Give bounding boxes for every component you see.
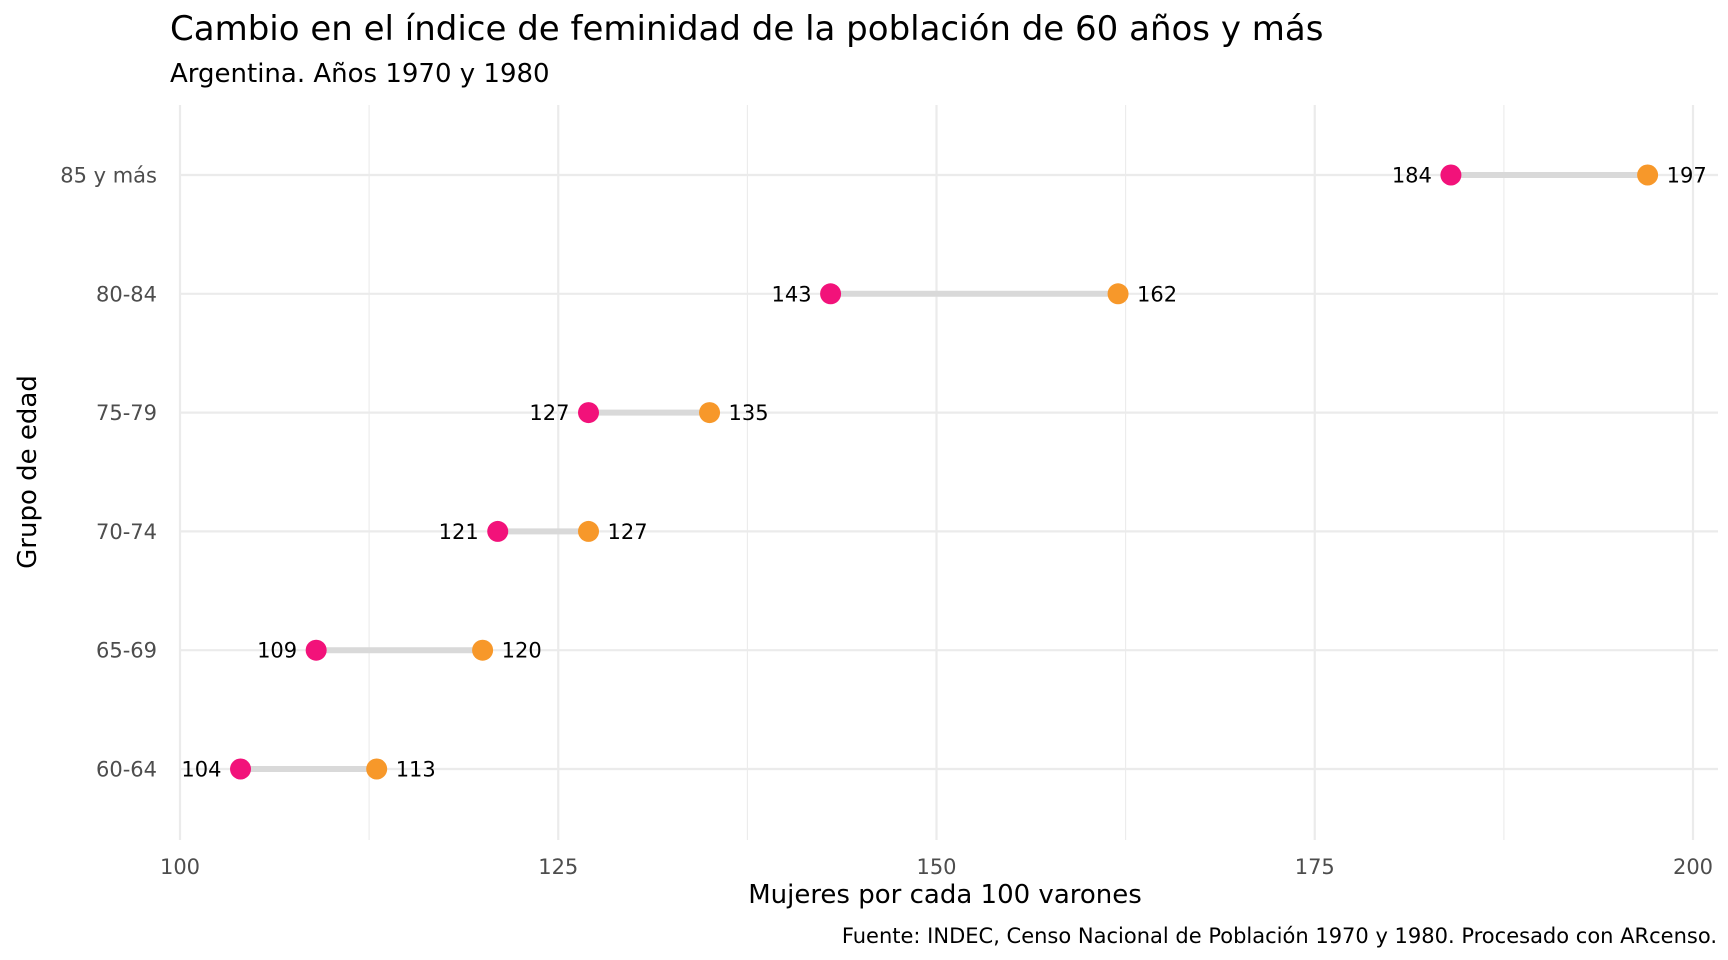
data-label-1970: 184 bbox=[1392, 164, 1432, 188]
y-axis-ticks: 60-64 65-69 70-74 75-79 80-84 85 y más bbox=[60, 164, 157, 782]
data-label-1970: 104 bbox=[181, 758, 221, 782]
chart-caption: Fuente: INDEC, Censo Nacional de Poblaci… bbox=[842, 924, 1717, 948]
point-1980 bbox=[366, 758, 388, 780]
dumbbell-segments bbox=[240, 172, 1648, 772]
data-label-1980: 197 bbox=[1667, 164, 1707, 188]
x-tick-label: 175 bbox=[1295, 855, 1335, 879]
point-1970 bbox=[305, 639, 327, 661]
point-1980 bbox=[578, 520, 600, 542]
chart-title: Cambio en el índice de feminidad de la p… bbox=[170, 9, 1323, 49]
data-label-1980: 162 bbox=[1137, 282, 1177, 306]
grid-lines bbox=[178, 105, 1718, 840]
point-1970 bbox=[820, 283, 842, 305]
point-1980 bbox=[472, 639, 494, 661]
data-label-1970: 121 bbox=[439, 520, 479, 544]
data-label-1970: 109 bbox=[257, 639, 297, 663]
data-label-1980: 120 bbox=[502, 639, 542, 663]
y-tick-label: 65-69 bbox=[96, 639, 157, 663]
chart-subtitle: Argentina. Años 1970 y 1980 bbox=[170, 59, 550, 89]
data-label-1970: 143 bbox=[771, 282, 811, 306]
data-label-1980: 113 bbox=[396, 758, 436, 782]
data-label-1980: 127 bbox=[608, 520, 648, 544]
x-tick-label: 150 bbox=[916, 855, 956, 879]
point-1980 bbox=[1637, 164, 1659, 186]
data-label-1980: 135 bbox=[729, 401, 769, 425]
x-tick-label: 100 bbox=[160, 855, 200, 879]
x-tick-label: 200 bbox=[1673, 855, 1713, 879]
data-label-1970: 127 bbox=[529, 401, 569, 425]
point-1980 bbox=[699, 402, 721, 424]
y-tick-label: 60-64 bbox=[96, 758, 157, 782]
data-labels: 104 113 109 120 121 127 127 135 143 162 184 197 bbox=[181, 164, 1706, 782]
x-tick-label: 125 bbox=[538, 855, 578, 879]
x-axis-ticks: 100 125 150 175 200 bbox=[160, 855, 1713, 879]
y-tick-label: 85 y más bbox=[60, 164, 157, 188]
point-1970 bbox=[487, 520, 509, 542]
point-1970 bbox=[1440, 164, 1462, 186]
point-1970 bbox=[230, 758, 252, 780]
y-axis-title: Grupo de edad bbox=[13, 375, 43, 569]
y-tick-label: 75-79 bbox=[96, 401, 157, 425]
point-1970 bbox=[578, 402, 600, 424]
data-points bbox=[230, 164, 1659, 780]
y-tick-label: 80-84 bbox=[96, 282, 157, 306]
point-1980 bbox=[1107, 283, 1129, 305]
y-tick-label: 70-74 bbox=[96, 520, 157, 544]
x-axis-title: Mujeres por cada 100 varones bbox=[748, 880, 1142, 910]
